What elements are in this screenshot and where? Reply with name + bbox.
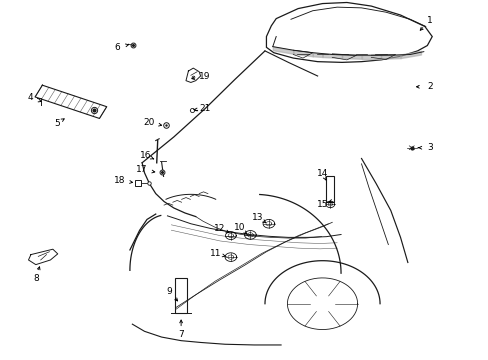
Text: 14: 14: [316, 169, 327, 178]
Text: 4: 4: [27, 93, 33, 102]
Text: 8: 8: [33, 274, 39, 283]
Text: 1: 1: [426, 16, 432, 25]
Text: 9: 9: [166, 287, 171, 296]
Text: 20: 20: [143, 118, 155, 127]
Text: 7: 7: [178, 330, 183, 339]
Text: 19: 19: [198, 72, 210, 81]
Text: 17: 17: [136, 166, 147, 175]
Text: 6: 6: [115, 43, 121, 52]
Text: 13: 13: [252, 213, 264, 222]
Text: 18: 18: [114, 176, 125, 185]
Text: 3: 3: [426, 143, 432, 152]
Text: 21: 21: [200, 104, 211, 113]
Bar: [175, 278, 186, 314]
Text: 16: 16: [140, 151, 151, 160]
Bar: [326, 176, 333, 202]
Text: 12: 12: [214, 224, 225, 233]
Text: 10: 10: [233, 223, 245, 232]
Text: 11: 11: [209, 249, 221, 258]
Text: 5: 5: [54, 119, 60, 128]
Text: 15: 15: [316, 200, 327, 209]
Text: 2: 2: [426, 82, 432, 91]
